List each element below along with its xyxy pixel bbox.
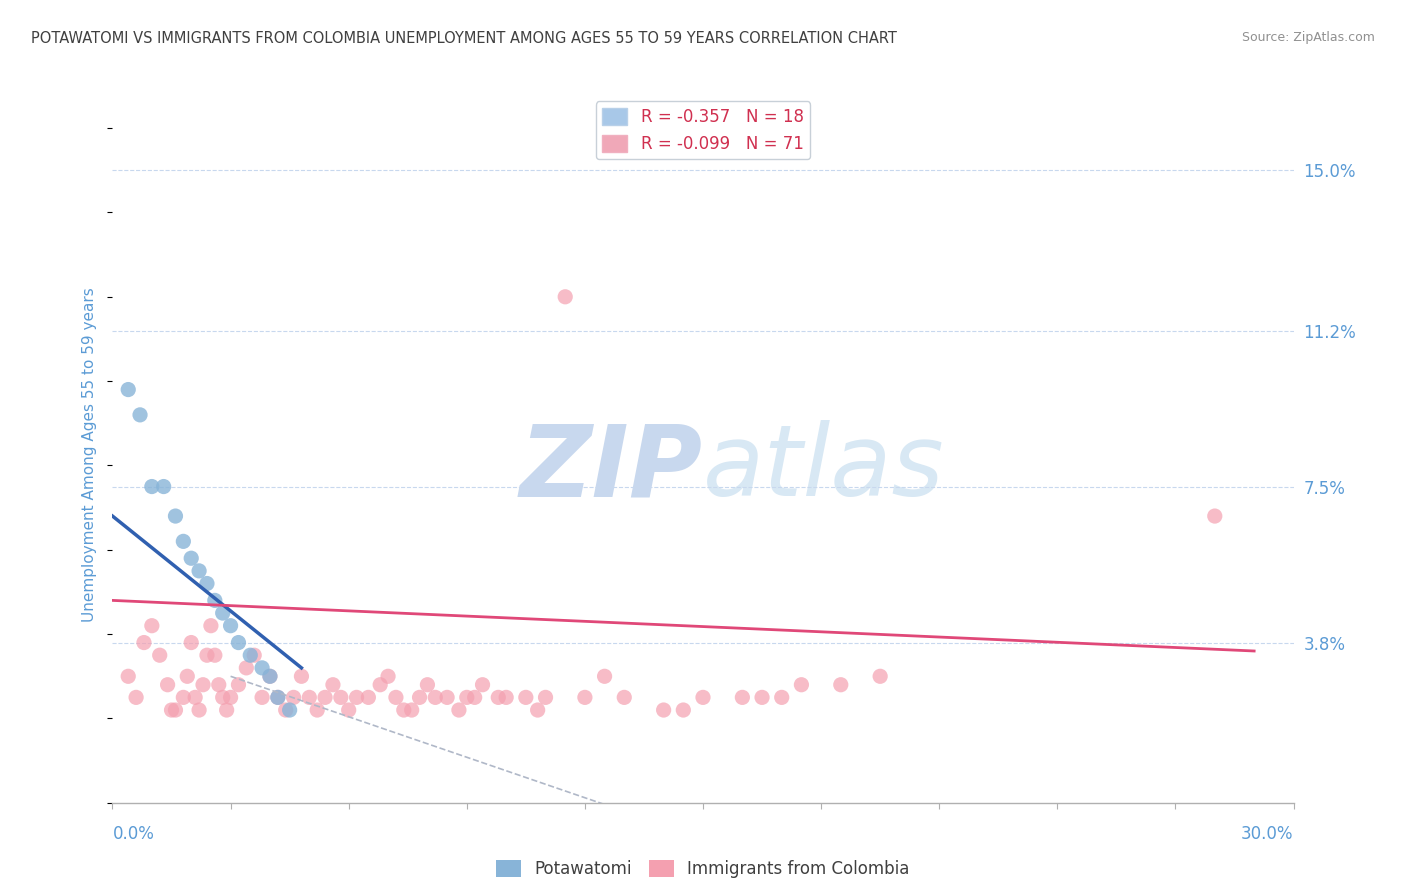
Point [172, 690, 194, 705]
Point [672, 703, 695, 717]
Point [526, 703, 548, 717]
Point [425, 690, 447, 705]
Point [283, 690, 305, 705]
Point [204, 593, 226, 607]
Point [172, 534, 194, 549]
Point [235, 661, 257, 675]
Point [290, 669, 312, 683]
Point [613, 690, 636, 705]
Point [117, 669, 139, 683]
Point [160, 703, 183, 717]
Point [346, 690, 368, 705]
Point [208, 678, 231, 692]
Text: ZIP: ZIP [520, 420, 703, 517]
Point [593, 669, 616, 683]
Point [554, 290, 576, 304]
Point [515, 690, 537, 705]
Point [141, 479, 163, 493]
Point [132, 635, 155, 649]
Point [195, 648, 218, 663]
Text: 30.0%: 30.0% [1241, 825, 1294, 843]
Point [141, 618, 163, 632]
Point [401, 703, 423, 717]
Point [751, 690, 773, 705]
Point [436, 690, 458, 705]
Point [574, 690, 596, 705]
Y-axis label: Unemployment Among Ages 55 to 59 years: Unemployment Among Ages 55 to 59 years [82, 287, 97, 623]
Point [314, 690, 336, 705]
Point [495, 690, 517, 705]
Point [176, 669, 198, 683]
Point [149, 648, 172, 663]
Point [322, 678, 344, 692]
Point [652, 703, 675, 717]
Point [377, 669, 399, 683]
Point [117, 383, 139, 397]
Point [200, 618, 222, 632]
Point [204, 648, 226, 663]
Point [790, 678, 813, 692]
Text: 0.0%: 0.0% [112, 825, 155, 843]
Legend: R = -0.357   N = 18, R = -0.099   N = 71: R = -0.357 N = 18, R = -0.099 N = 71 [596, 102, 810, 160]
Point [329, 690, 352, 705]
Point [1204, 509, 1226, 524]
Point [274, 703, 297, 717]
Point [250, 690, 273, 705]
Point [534, 690, 557, 705]
Point [243, 648, 266, 663]
Point [228, 678, 250, 692]
Point [337, 703, 360, 717]
Point [250, 661, 273, 675]
Point [125, 690, 148, 705]
Point [869, 669, 891, 683]
Point [219, 690, 242, 705]
Point [267, 690, 290, 705]
Point [307, 703, 329, 717]
Point [188, 564, 211, 578]
Point [830, 678, 852, 692]
Point [152, 479, 174, 493]
Text: Source: ZipAtlas.com: Source: ZipAtlas.com [1241, 31, 1375, 45]
Point [456, 690, 478, 705]
Point [770, 690, 793, 705]
Point [385, 690, 408, 705]
Point [156, 678, 179, 692]
Point [267, 690, 290, 705]
Point [278, 703, 301, 717]
Point [184, 690, 207, 705]
Point [692, 690, 714, 705]
Point [408, 690, 430, 705]
Point [416, 678, 439, 692]
Point [228, 635, 250, 649]
Point [392, 703, 415, 717]
Point [464, 690, 486, 705]
Point [165, 509, 187, 524]
Point [219, 618, 242, 632]
Point [211, 606, 233, 620]
Point [165, 703, 187, 717]
Point [239, 648, 262, 663]
Point [215, 703, 238, 717]
Point [471, 678, 494, 692]
Point [259, 669, 281, 683]
Point [180, 551, 202, 566]
Point [259, 669, 281, 683]
Point [447, 703, 470, 717]
Point [357, 690, 380, 705]
Point [211, 690, 233, 705]
Point [298, 690, 321, 705]
Point [188, 703, 211, 717]
Point [368, 678, 391, 692]
Point [191, 678, 214, 692]
Text: atlas: atlas [703, 420, 945, 517]
Text: POTAWATOMI VS IMMIGRANTS FROM COLOMBIA UNEMPLOYMENT AMONG AGES 55 TO 59 YEARS CO: POTAWATOMI VS IMMIGRANTS FROM COLOMBIA U… [31, 31, 897, 46]
Point [195, 576, 218, 591]
Point [731, 690, 754, 705]
Point [129, 408, 152, 422]
Point [180, 635, 202, 649]
Point [486, 690, 509, 705]
